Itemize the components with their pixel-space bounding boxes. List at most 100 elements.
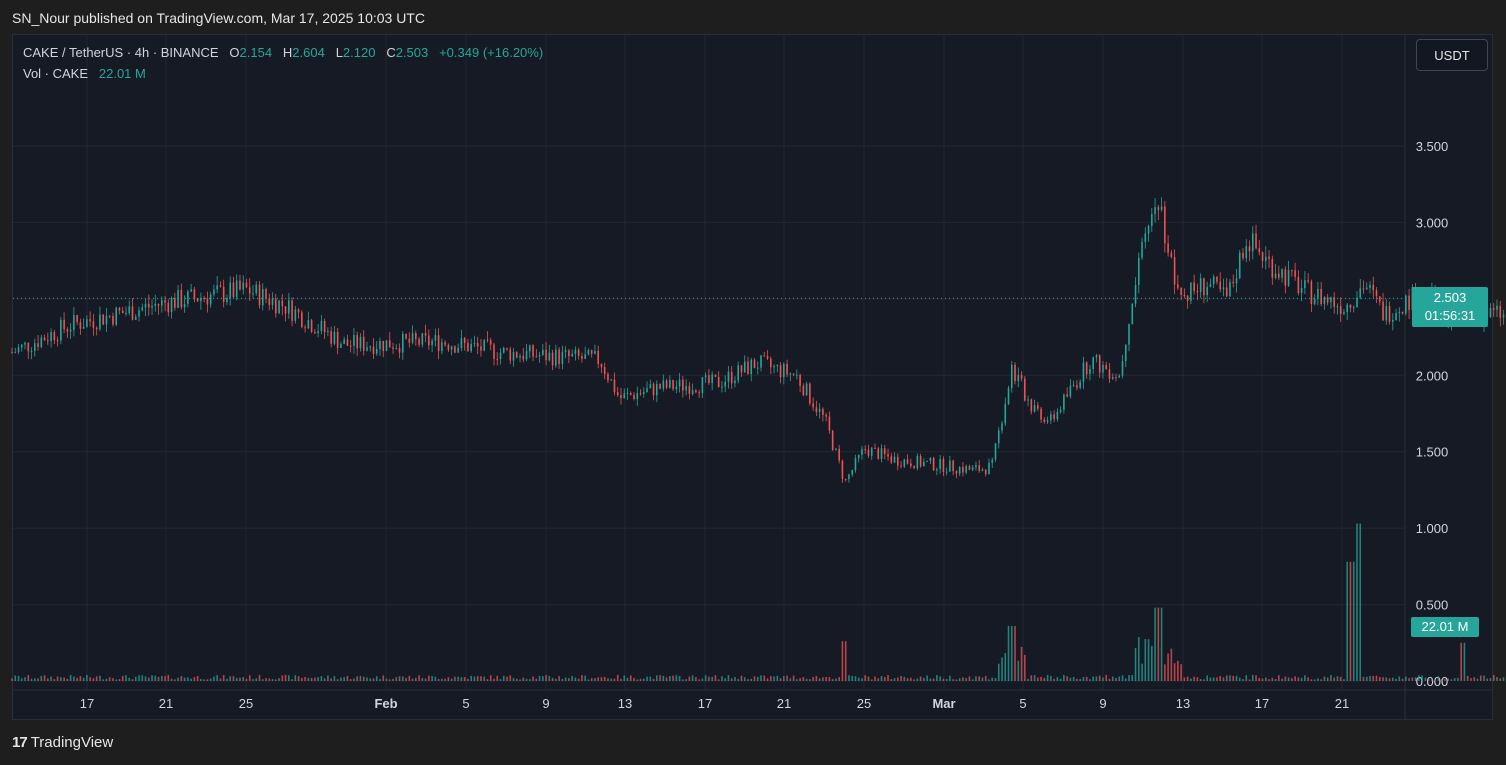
candle-body xyxy=(529,345,531,352)
candle-body xyxy=(610,379,613,381)
x-tick-label: 5 xyxy=(1019,696,1026,711)
volume-bar xyxy=(1248,679,1251,681)
volume-bar xyxy=(1453,678,1456,681)
volume-bar xyxy=(362,676,365,681)
volume-bar xyxy=(115,679,118,681)
volume-bar xyxy=(962,677,964,681)
candle-body xyxy=(1219,281,1222,290)
candle-body xyxy=(73,314,75,330)
volume-bar xyxy=(665,677,668,681)
candle-body xyxy=(568,350,570,357)
volume-label: Vol · CAKE xyxy=(23,66,89,81)
candle-body xyxy=(1043,419,1046,422)
volume-bar xyxy=(1408,678,1410,681)
volume-bar xyxy=(467,678,469,681)
candle-body xyxy=(401,333,404,353)
candle-body xyxy=(1089,369,1091,375)
volume-bar xyxy=(434,676,437,681)
candle-body xyxy=(450,346,453,350)
footer-brand[interactable]: 17 TradingView xyxy=(12,734,113,751)
volume-bar xyxy=(984,675,987,681)
volume-bar xyxy=(1141,663,1143,681)
candle-body xyxy=(56,340,59,342)
candle-body xyxy=(880,448,883,459)
candle-body xyxy=(1095,355,1098,358)
volume-bar xyxy=(968,676,971,681)
candle-body xyxy=(183,303,186,308)
symbol-label[interactable]: CAKE / TetherUS · 4h · BINANCE xyxy=(23,45,219,60)
volume-bar xyxy=(307,677,310,681)
chart-panel[interactable] xyxy=(12,34,1493,720)
candle-body xyxy=(102,314,104,325)
volume-bar xyxy=(649,676,652,681)
candle-body xyxy=(656,383,658,396)
candle-body xyxy=(1020,374,1023,379)
candle-body xyxy=(1225,287,1228,297)
candle-body xyxy=(662,380,665,389)
candle-body xyxy=(551,352,554,366)
y-tick-label: 0.000 xyxy=(1416,674,1449,689)
candle-body xyxy=(919,456,922,467)
volume-bar xyxy=(1392,677,1394,681)
x-tick-label: 25 xyxy=(239,696,253,711)
candle-body xyxy=(1180,287,1182,295)
candle-body xyxy=(395,348,398,350)
volume-bar xyxy=(809,679,811,681)
volume-bar xyxy=(594,678,596,681)
candle-body xyxy=(43,337,46,341)
volume-bar xyxy=(558,676,560,681)
candle-body xyxy=(333,331,336,344)
volume-tag: 22.01 M xyxy=(1411,617,1479,637)
candle-body xyxy=(408,338,411,343)
volume-bar xyxy=(727,675,730,681)
candle-body xyxy=(613,379,616,393)
y-tick-label: 2.000 xyxy=(1416,368,1449,383)
volume-bar xyxy=(86,674,88,681)
volume-bar xyxy=(542,676,544,681)
volume-bar xyxy=(1072,676,1075,681)
volume-bar xyxy=(398,676,401,681)
volume-bar xyxy=(1466,675,1469,681)
volume-bar xyxy=(346,675,349,681)
candle-body xyxy=(151,305,153,308)
volume-bar xyxy=(812,677,814,681)
candle-body xyxy=(499,352,502,360)
volume-bar xyxy=(682,679,684,681)
volume-bar xyxy=(330,678,332,681)
candle-body xyxy=(1307,280,1309,282)
candle-body xyxy=(929,457,932,461)
candle-body xyxy=(558,349,560,364)
candle-body xyxy=(297,309,300,313)
currency-button[interactable]: USDT xyxy=(1416,39,1488,71)
volume-bar xyxy=(1307,677,1309,681)
volume-bar xyxy=(577,678,580,681)
volume-bar xyxy=(343,677,345,681)
candle-body xyxy=(385,340,388,351)
volume-bar xyxy=(1323,676,1326,681)
volume-bar xyxy=(864,675,867,681)
candle-body xyxy=(1209,284,1212,288)
volume-bar xyxy=(405,677,407,681)
candle-body xyxy=(141,307,144,311)
volume-bar xyxy=(646,676,648,681)
candle-body xyxy=(1492,308,1495,310)
open-value: 2.154 xyxy=(239,45,273,60)
candle-body xyxy=(437,335,440,352)
volume-bar xyxy=(1479,675,1482,681)
candle-body xyxy=(564,350,567,352)
volume-bar xyxy=(20,678,23,681)
candle-body xyxy=(121,310,124,314)
candle-body xyxy=(421,333,424,345)
candle-body xyxy=(1251,233,1254,252)
volume-bar xyxy=(180,676,183,681)
candle-body xyxy=(590,349,593,354)
volume-bar xyxy=(37,678,39,681)
volume-bar xyxy=(170,678,173,681)
candle-body xyxy=(284,306,287,314)
candle-body xyxy=(105,315,108,325)
volume-bar xyxy=(239,677,241,681)
volume-bar xyxy=(154,675,157,681)
volume-bar xyxy=(167,674,170,681)
volume-bar xyxy=(1421,675,1423,681)
